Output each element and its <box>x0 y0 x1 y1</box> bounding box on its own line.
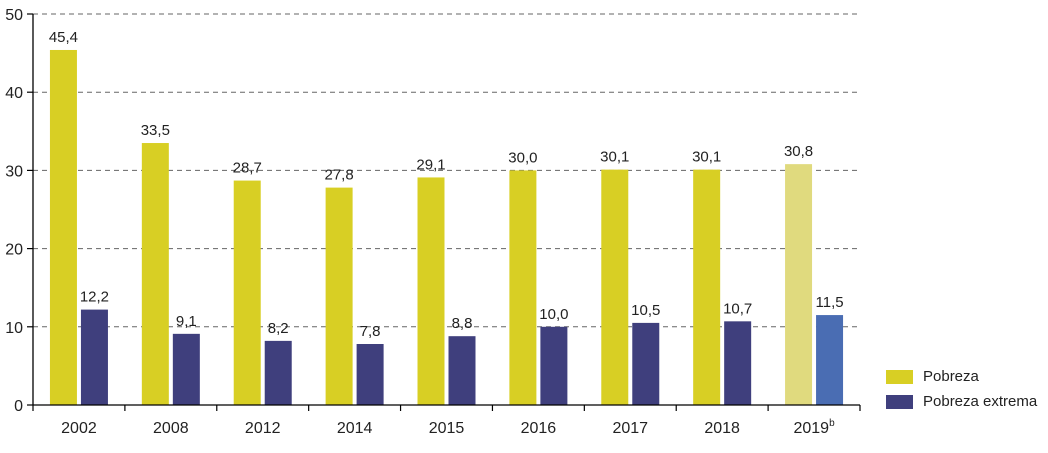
x-tick-label: 2014 <box>337 420 373 437</box>
legend: Pobreza Pobreza extrema <box>886 364 1037 414</box>
value-label-pobreza-extrema: 8,2 <box>268 320 289 337</box>
value-label-pobreza-extrema: 7,8 <box>360 323 381 340</box>
legend-item-pobreza-extrema: Pobreza extrema <box>886 389 1037 414</box>
value-label-pobreza: 33,5 <box>141 122 170 139</box>
legend-label-pobreza: Pobreza <box>923 368 979 385</box>
x-tick-label: 2016 <box>521 420 557 437</box>
bar-pobreza <box>785 164 813 405</box>
x-tick-label: 2015 <box>429 420 465 437</box>
value-label-pobreza: 28,7 <box>233 160 262 177</box>
bar-pobreza <box>693 169 721 405</box>
value-label-pobreza-extrema: 8,8 <box>452 315 473 332</box>
value-label-pobreza: 29,1 <box>416 156 445 173</box>
axes: 0 10 20 30 40 50 2002 2008 2012 2014 2015 2016 2017 2… <box>5 7 861 437</box>
gridlines <box>33 13 860 328</box>
value-label-pobreza-extrema: 12,2 <box>80 289 109 306</box>
x-tick-superscript: b <box>829 418 835 429</box>
bar-pobreza <box>509 170 537 405</box>
value-label-pobreza-extrema: 10,5 <box>631 302 660 319</box>
y-tick-label: 50 <box>5 7 23 24</box>
bar-pobreza-extrema <box>724 321 752 405</box>
value-label-pobreza: 30,0 <box>508 149 537 166</box>
bar-pobreza-extrema <box>632 322 660 405</box>
value-label-pobreza: 30,8 <box>784 143 813 160</box>
value-label-pobreza: 30,1 <box>600 149 629 166</box>
y-tick-label: 0 <box>14 398 23 415</box>
x-tick-label: 2019b <box>793 418 835 437</box>
value-labels: 45,4 12,2 33,5 9,1 28,7 8,2 27,8 7,8 29,1 8,8 30,0… <box>49 29 844 340</box>
bar-pobreza-extrema <box>448 336 476 405</box>
x-tick-label: 2002 <box>61 420 97 437</box>
bar-pobreza-extrema <box>540 326 568 405</box>
value-label-pobreza-extrema: 9,1 <box>176 313 197 330</box>
bar-pobreza-extrema <box>264 340 292 405</box>
bar-pobreza-extrema <box>356 344 384 405</box>
legend-swatch-pobreza-extrema <box>886 394 913 409</box>
legend-swatch-pobreza <box>886 369 913 384</box>
bar-pobreza <box>325 187 353 405</box>
bar-pobreza-extrema <box>816 315 844 405</box>
y-tick-label: 20 <box>5 242 23 259</box>
value-label-pobreza-extrema: 10,7 <box>723 300 752 317</box>
bar-pobreza <box>233 180 261 405</box>
value-label-pobreza-extrema: 10,0 <box>539 306 568 323</box>
bar-pobreza <box>141 143 169 405</box>
value-label-pobreza: 27,8 <box>325 167 354 184</box>
y-tick-label: 30 <box>5 163 23 180</box>
value-label-pobreza: 30,1 <box>692 149 721 166</box>
bar-pobreza <box>417 177 445 405</box>
y-tick-label: 10 <box>5 320 23 337</box>
value-label-pobreza-extrema: 11,5 <box>816 294 844 311</box>
y-tick-label: 40 <box>5 85 23 102</box>
bar-pobreza-extrema <box>80 309 108 405</box>
bar-pobreza <box>601 169 629 405</box>
x-tick-label: 2008 <box>153 420 189 437</box>
bar-pobreza <box>49 49 77 406</box>
bar-pobreza-extrema <box>172 333 200 405</box>
x-tick-label: 2012 <box>245 420 281 437</box>
value-label-pobreza: 45,4 <box>49 29 78 46</box>
bars <box>49 49 844 406</box>
x-tick-label: 2017 <box>612 420 648 437</box>
legend-item-pobreza: Pobreza <box>886 364 1037 389</box>
legend-label-pobreza-extrema: Pobreza extrema <box>923 393 1038 410</box>
x-tick-label: 2018 <box>704 420 740 437</box>
